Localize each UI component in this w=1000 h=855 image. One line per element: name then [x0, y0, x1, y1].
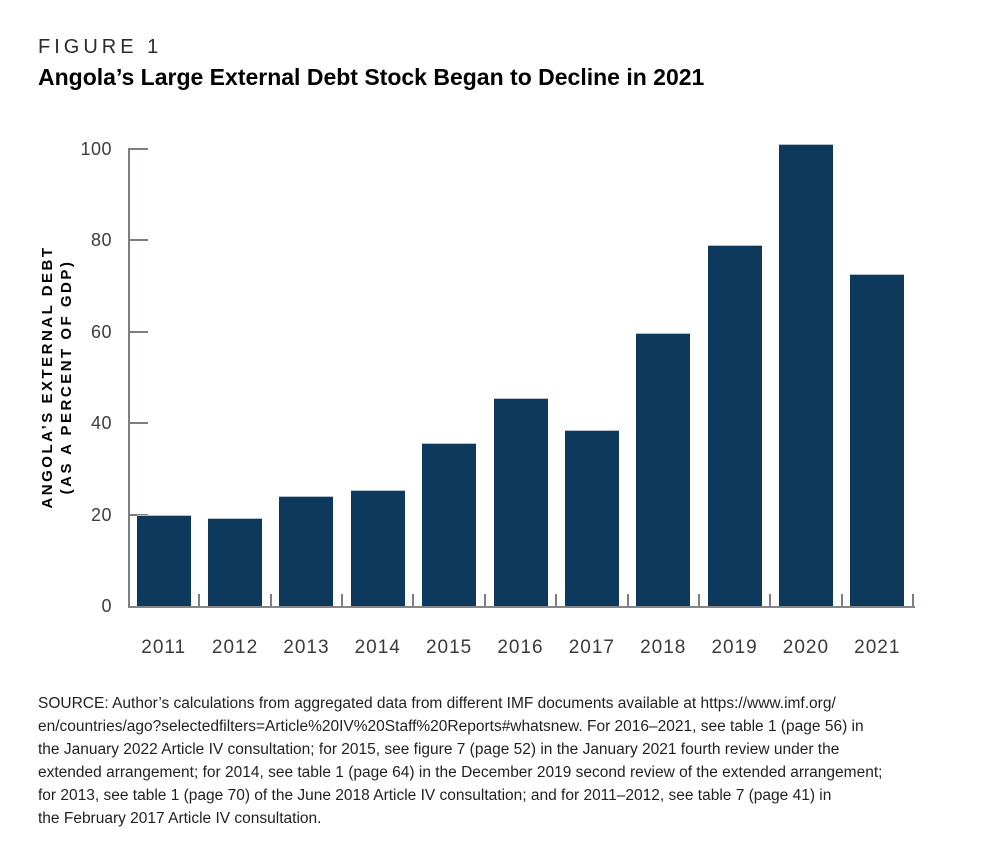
- x-tick-5: [483, 594, 486, 606]
- x-tick-1: [198, 594, 201, 606]
- x-tick-label-2013: 2013: [283, 637, 330, 658]
- source-note: SOURCE: Author’s calculations from aggre…: [38, 695, 883, 827]
- bar-2016: [493, 397, 548, 606]
- y-tick-60: [128, 330, 148, 333]
- y-tick-label-40: 40: [90, 413, 112, 434]
- x-tick-2: [269, 594, 272, 606]
- x-tick-4: [412, 594, 415, 606]
- x-tick-11: [912, 594, 914, 606]
- x-tick-label-2017: 2017: [568, 637, 615, 658]
- bar-chart: 0 20 40 60 80 100 2011 2012 2013 2014 2015 2016 201…: [80, 139, 915, 658]
- figure-title: Angola’s Large External Debt Stock Began…: [38, 64, 705, 90]
- bar-2015: [422, 443, 477, 606]
- x-tick-label-2020: 2020: [782, 637, 830, 658]
- y-axis-title-line1: ANGOLA’S EXTERNAL DEBT: [39, 245, 56, 509]
- x-tick-8: [697, 594, 700, 606]
- x-tick-label-2018: 2018: [640, 637, 687, 658]
- y-tick-20: [128, 513, 148, 516]
- x-tick-label-2012: 2012: [211, 637, 259, 658]
- y-tick-40: [128, 422, 148, 425]
- y-tick-label-100: 100: [80, 139, 112, 159]
- x-tick-label-2015: 2015: [425, 637, 473, 658]
- x-tick-label-2019: 2019: [711, 637, 758, 658]
- x-tick-label-2014: 2014: [354, 637, 401, 658]
- y-tick-label-60: 60: [90, 321, 112, 342]
- bar-2021: [850, 274, 905, 606]
- bar-2014: [350, 490, 405, 606]
- bar-2013: [279, 496, 334, 606]
- bar-2012: [208, 518, 263, 606]
- bar-2020: [778, 143, 833, 606]
- x-tick-label-2021: 2021: [854, 637, 901, 658]
- y-axis-title: ANGOLA’S EXTERNAL DEBT (AS A PERCENT OF …: [38, 245, 76, 508]
- y-axis-title-line2: (AS A PERCENT OF GDP): [58, 259, 75, 495]
- y-tick-100: [128, 148, 148, 150]
- y-axis: [128, 149, 130, 608]
- x-axis: [128, 606, 915, 608]
- x-tick-6: [555, 594, 558, 606]
- y-tick-label-80: 80: [90, 230, 112, 251]
- bar-2018: [636, 333, 691, 606]
- figure-label: FIGURE 1: [38, 36, 163, 58]
- bar-2019: [707, 244, 762, 606]
- x-tick-label-2016: 2016: [497, 637, 544, 658]
- bar-2017: [564, 429, 619, 606]
- y-tick-80: [128, 239, 148, 242]
- bar-2011: [136, 514, 191, 606]
- x-tick-9: [769, 594, 772, 606]
- x-tick-label-2011: 2011: [141, 637, 187, 658]
- y-tick-label-0: 0: [101, 596, 112, 616]
- x-tick-7: [626, 594, 629, 606]
- x-tick-3: [341, 594, 344, 606]
- y-tick-label-20: 20: [90, 504, 112, 525]
- x-tick-10: [840, 594, 843, 606]
